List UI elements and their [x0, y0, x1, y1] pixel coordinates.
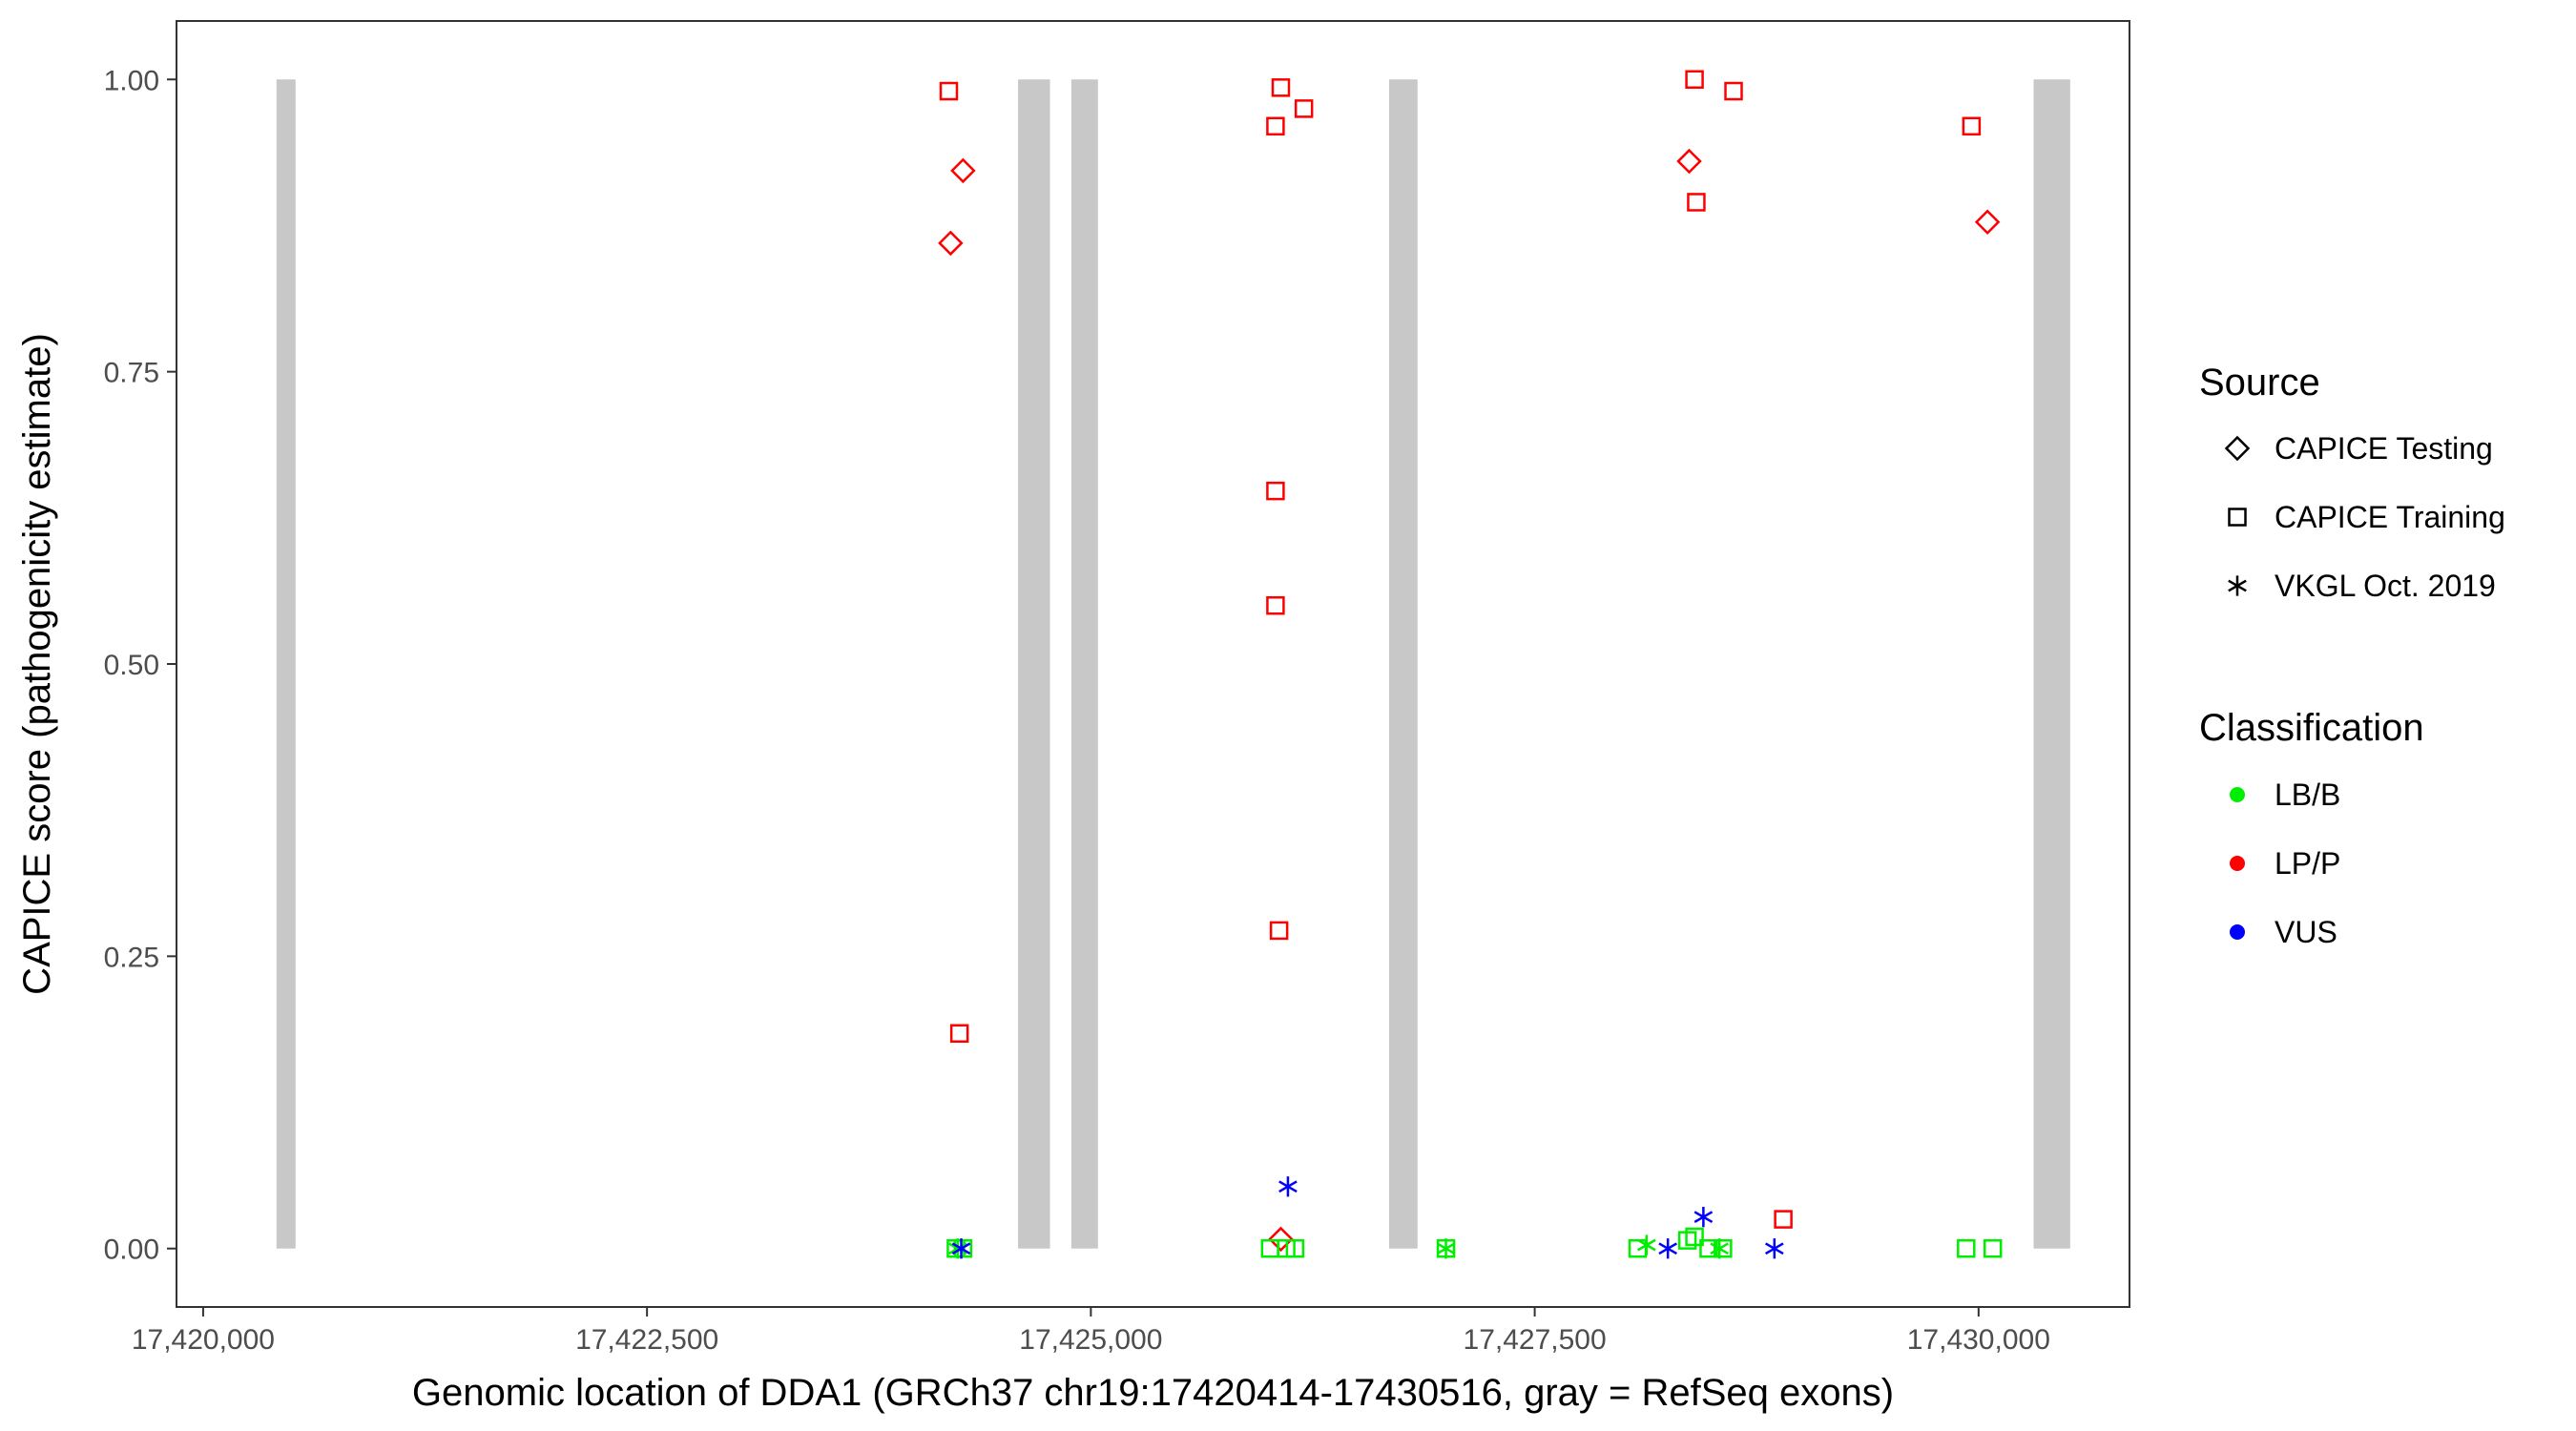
legend-source-key-1 — [2224, 435, 2251, 462]
legend-classification-label-1: LB/B — [2275, 778, 2340, 812]
legend-source-label-1: CAPICE Testing — [2275, 431, 2493, 466]
data-point-36 — [1764, 1238, 1784, 1259]
data-point-10 — [1266, 116, 1285, 136]
data-point-21 — [1436, 1238, 1456, 1259]
legend-classification-key-3 — [2230, 924, 2245, 940]
x-tick-label-3: 17,425,000 — [1019, 1324, 1162, 1356]
data-point-39 — [1957, 1238, 1976, 1258]
legend-source-key-3 — [2228, 575, 2247, 596]
legend-source-label-3: VKGL Oct. 2019 — [2275, 569, 2496, 603]
legend-classification-label-3: VUS — [2275, 915, 2337, 949]
y-tick-label-1: 0.00 — [104, 1234, 159, 1266]
legend-classification-label-2: LP/P — [2275, 846, 2340, 881]
y-tick-label-4: 0.75 — [104, 358, 159, 389]
exon-band-4 — [1389, 79, 1418, 1249]
legend-classification-key-2 — [2230, 856, 2245, 871]
x-tick-label-5: 17,430,000 — [1907, 1324, 2050, 1356]
data-point-7 — [947, 1238, 967, 1259]
data-point-33 — [1699, 1238, 1718, 1258]
data-point-4 — [949, 1024, 969, 1043]
data-point-26 — [1693, 1207, 1714, 1228]
legend: Source CAPICE Testing CAPICE Training VKGL… — [2199, 362, 2505, 949]
data-point-22 — [1685, 70, 1704, 90]
legend-source-title: Source — [2199, 362, 2320, 404]
data-point-2 — [950, 157, 976, 184]
data-point-38 — [1974, 209, 2001, 236]
x-tick-label-1: 17,420,000 — [132, 1324, 275, 1356]
legend-source-key-2 — [2228, 508, 2247, 527]
exon-band-5 — [2033, 79, 2070, 1249]
x-tick-label-2: 17,422,500 — [575, 1324, 718, 1356]
legend-classification-items: LB/B LP/P VUS — [2230, 778, 2340, 949]
data-point-14 — [1269, 921, 1289, 941]
data-point-8 — [951, 1238, 971, 1259]
y-tick-label-3: 0.50 — [104, 650, 159, 681]
data-point-37 — [1962, 116, 1982, 136]
y-axis: 0.00 0.25 0.50 0.75 1.00 — [104, 65, 177, 1266]
data-point-13 — [1266, 595, 1285, 615]
data-point-3 — [938, 230, 964, 257]
exon-band-1 — [276, 79, 296, 1249]
data-point-6 — [953, 1238, 973, 1258]
data-points — [938, 70, 2003, 1259]
legend-source-items: CAPICE Testing CAPICE Training VKGL Oct. 2… — [2224, 431, 2505, 603]
x-tick-label-4: 17,427,500 — [1464, 1324, 1607, 1356]
data-point-29 — [1637, 1234, 1656, 1255]
y-axis-title: CAPICE score (pathogenicity estimate) — [16, 333, 58, 995]
exon-bands — [276, 79, 2070, 1249]
data-point-30 — [1658, 1238, 1677, 1259]
data-point-15 — [1278, 1176, 1298, 1197]
data-point-1 — [939, 81, 959, 101]
exon-band-3 — [1070, 79, 1098, 1249]
data-point-12 — [1266, 481, 1285, 501]
legend-classification-title: Classification — [2199, 707, 2424, 749]
y-tick-label-2: 0.25 — [104, 942, 159, 973]
data-point-34 — [1710, 1238, 1729, 1259]
x-axis: 17,420,000 17,422,500 17,425,000 17,427,500… — [132, 1307, 2050, 1356]
legend-source-label-2: CAPICE Training — [2275, 500, 2505, 534]
legend-classification-key-1 — [2230, 787, 2245, 802]
x-axis-title: Genomic location of DDA1 (GRCh37 chr19:1… — [412, 1372, 1894, 1414]
exon-band-2 — [1018, 79, 1050, 1249]
data-point-35 — [1714, 1238, 1733, 1258]
data-point-25 — [1687, 193, 1706, 212]
data-point-27 — [1774, 1210, 1793, 1229]
data-point-9 — [1271, 78, 1291, 97]
data-point-32 — [1685, 1227, 1704, 1247]
data-point-23 — [1724, 81, 1743, 101]
data-point-40 — [1983, 1238, 2003, 1258]
y-tick-label-5: 1.00 — [104, 65, 159, 96]
data-point-11 — [1294, 99, 1314, 118]
data-point-16 — [1268, 1226, 1294, 1253]
data-point-19 — [1277, 1238, 1296, 1258]
data-point-24 — [1676, 148, 1702, 175]
